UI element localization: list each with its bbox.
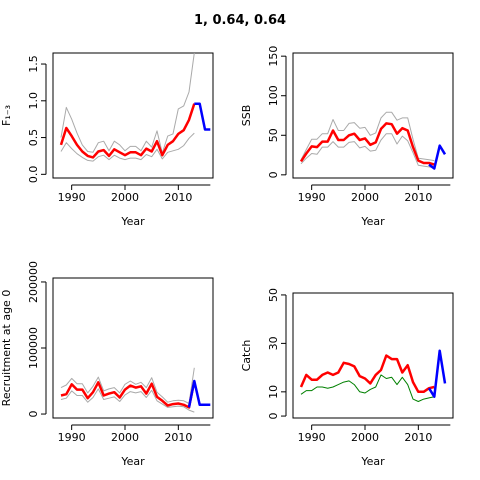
fishing-mortality-lower-line — [60, 132, 195, 162]
ssb-x-tick-label: 2000 — [351, 191, 379, 204]
ssb-estimate-line — [299, 122, 435, 166]
catch-y-axis-title: Catch — [240, 340, 253, 372]
recruitment-plot-frame — [52, 277, 214, 419]
ssb-x-axis-title: Year — [360, 215, 385, 228]
recruitment-projection-line — [187, 379, 211, 408]
catch-y-tick-label: 50 — [267, 288, 280, 302]
catch-observed-line — [300, 374, 435, 402]
catch-y-tick-label: 10 — [267, 385, 280, 399]
recruitment-y-tick-label: 200000 — [27, 261, 40, 303]
fishing-mortality-y-tick-label: 1.5 — [27, 55, 40, 73]
fishing-mortality-y-tick-label: 1.0 — [27, 92, 40, 110]
ssb-y-tick-label: 100 — [267, 85, 280, 106]
recruitment-y-tick-label: 0 — [27, 411, 40, 418]
ssb-x-tick-label: 2010 — [404, 191, 432, 204]
ssb-y-tick-label: 150 — [267, 46, 280, 67]
chart-title: 1, 0.64, 0.64 — [193, 13, 287, 28]
catch-x-tick-label: 1990 — [298, 431, 326, 444]
ssb-upper-line — [300, 111, 435, 162]
catch-x-tick-label: 2010 — [404, 431, 432, 444]
fishing-mortality-x-axis-title: Year — [120, 215, 145, 228]
recruitment-y-tick-label: 100000 — [27, 327, 40, 369]
recruitment-y-axis-title: Recruitment at age 0 — [0, 290, 13, 407]
recruitment-x-tick-label: 2010 — [164, 431, 192, 444]
panel-ssb: 1990 2000 2010 0 50 100 150 Year SSB — [240, 46, 454, 228]
recruitment-x-axis-title: Year — [120, 455, 145, 468]
fishing-mortality-x-tick-label: 1990 — [58, 191, 86, 204]
ssb-y-axis-title: SSB — [240, 105, 253, 127]
fishing-mortality-x-tick-label: 2010 — [164, 191, 192, 204]
catch-estimate-line — [299, 354, 435, 394]
recruitment-lower-line — [60, 388, 195, 413]
recruitment-upper-line — [60, 367, 195, 404]
ssb-y-tick-label: 50 — [267, 128, 280, 142]
catch-plot-frame — [292, 292, 454, 419]
panel-catch: 1990 2000 2010 0 10 30 50 Year Catch — [240, 288, 454, 468]
panel-fishing-mortality: 1990 2000 2010 0.0 0.5 1.0 1.5 Year F₁₋₃ — [0, 52, 214, 228]
fishing-mortality-upper-line — [60, 52, 195, 154]
panel-recruitment: 1990 2000 2010 0 100000 200000 Year Recruitment… — [0, 261, 214, 468]
fishing-mortality-y-tick-label: 0.5 — [27, 129, 40, 147]
ssb-y-tick-label: 0 — [267, 171, 280, 178]
fishing-mortality-estimate-line — [59, 103, 196, 159]
ssb-plot-frame — [292, 52, 454, 179]
catch-x-axis-title: Year — [360, 455, 385, 468]
fishing-mortality-y-axis-title: F₁₋₃ — [0, 105, 13, 126]
catch-y-tick-label: 0 — [267, 413, 280, 420]
recruitment-x-tick-label: 1990 — [58, 431, 86, 444]
fishing-mortality-projection-line — [194, 102, 211, 131]
catch-projection-line — [427, 349, 447, 398]
fishing-mortality-x-tick-label: 2000 — [111, 191, 139, 204]
ssb-projection-line — [428, 144, 447, 170]
recruitment-estimate-line — [60, 380, 196, 409]
ssb-lower-line — [300, 133, 435, 169]
catch-x-tick-label: 2000 — [351, 431, 379, 444]
fishing-mortality-plot-frame — [52, 52, 214, 179]
fishing-mortality-y-tick-label: 0.0 — [27, 166, 40, 184]
ssb-x-tick-label: 1990 — [298, 191, 326, 204]
catch-y-tick-label: 30 — [267, 336, 280, 350]
recruitment-x-tick-label: 2000 — [111, 431, 139, 444]
